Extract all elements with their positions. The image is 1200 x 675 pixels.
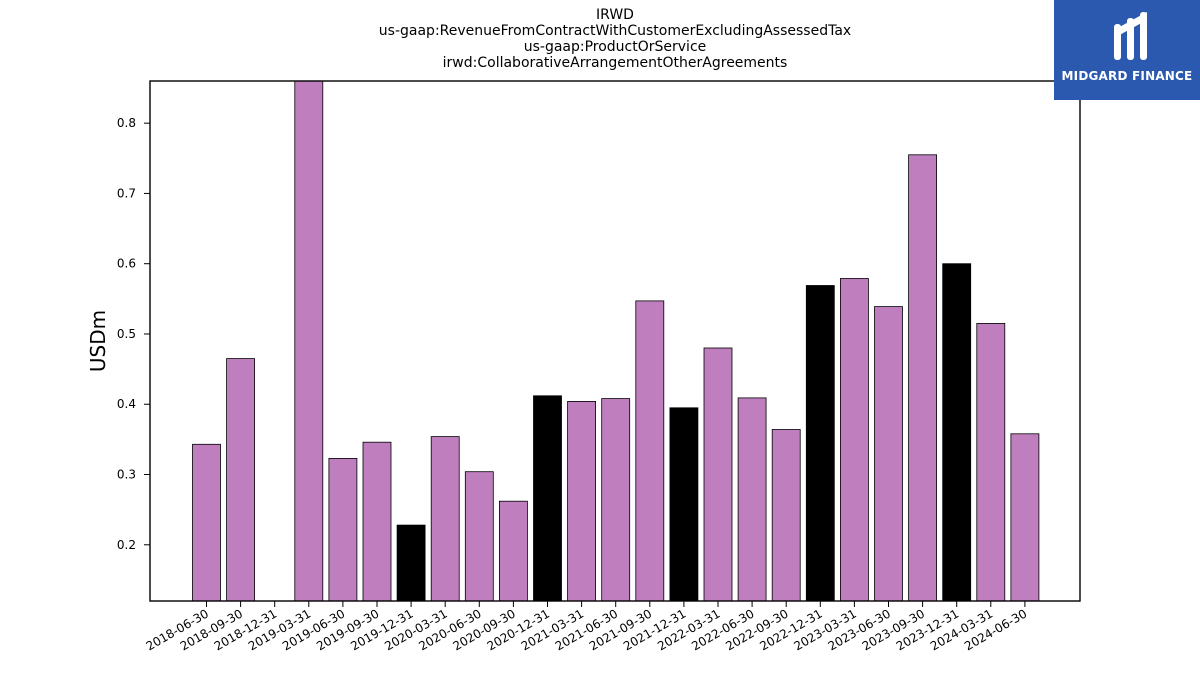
bar-2019-12-31 [396,524,426,602]
bar-2020-06-30 [464,471,494,602]
y-tick-label: 0.7 [117,186,136,200]
bar-2018-09-30 [226,358,256,602]
bar-2020-03-31 [430,436,460,602]
logo-text: MIDGARD FINANCE [1061,69,1193,83]
y-tick-label: 0.4 [117,397,136,411]
bar-2019-09-30 [362,441,392,602]
y-axis-label: USDm [86,310,110,372]
bar-2022-12-31 [805,285,835,602]
x-axis: 2018-06-302018-09-302018-12-312019-03-31… [144,601,1029,653]
plot-frame [149,80,1081,602]
bar-2023-06-30 [874,306,903,602]
bar-2022-03-31 [703,347,733,602]
chart-title-line-3: us-gaap:ProductOrService [523,39,707,55]
bar-2022-06-30 [737,397,767,602]
bar-2018-06-30 [192,443,221,602]
chart-title-line-1: IRWD [596,7,634,23]
bar-2023-09-30 [908,154,937,602]
bar-2021-03-31 [567,400,596,602]
chart-title-line-4: irwd:CollaborativeArrangementOtherAgreem… [442,55,788,71]
bar-2023-03-31 [840,278,869,602]
y-tick-label: 0.2 [117,538,136,552]
bar-2021-09-30 [635,300,665,602]
y-tick-label: 0.8 [117,116,136,130]
bar-2024-06-30 [1010,433,1040,602]
bar-2020-12-31 [533,395,562,602]
bar-2022-09-30 [771,429,801,602]
bar-2024-03-31 [976,322,1006,602]
chart-title-line-2: us-gaap:RevenueFromContractWithCustomerE… [378,23,852,39]
y-tick-label: 0.6 [117,257,136,271]
logo-mark-icon [1114,12,1147,60]
bars [192,80,1040,602]
bar-2021-06-30 [601,398,631,602]
midgard-finance-logo: MIDGARD FINANCE [1054,0,1200,100]
y-tick-label: 0.3 [117,468,136,482]
bar-2019-06-30 [328,457,358,602]
bar-2023-12-31 [942,263,972,602]
bar-2020-09-30 [498,500,528,602]
y-tick-label: 0.5 [117,327,136,341]
y-axis: 0.2 0.3 0.4 0.5 0.6 0.7 0.8 [117,116,150,552]
bar-2021-12-31 [669,407,699,602]
bar-2019-03-31 [294,80,324,602]
